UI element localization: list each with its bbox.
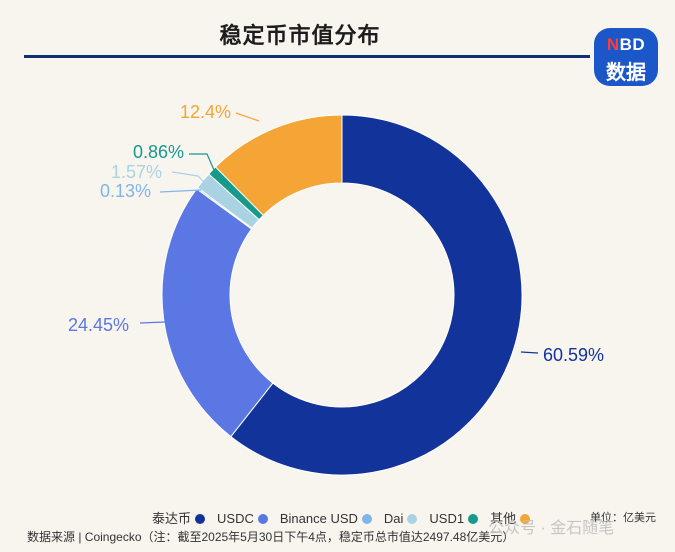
logo-bd: BD (619, 35, 646, 54)
leader-line-dai (171, 171, 206, 184)
watermark: 公众号 · 金石随笔 (488, 520, 615, 537)
legend-item-usdc: USDC (217, 511, 268, 526)
title-divider (24, 55, 590, 58)
legend-swatch (195, 514, 206, 524)
label-group: 60.59% 24.45% 0.13%1.57%0.86% 12.4% (68, 102, 604, 365)
leader-line-binance-usd (159, 189, 202, 193)
data-label-binance-usd: 0.13% (100, 181, 151, 201)
source-note: 数据来源 | Coingecko（注：截至2025年5月30日下午4点，稳定币总… (27, 530, 515, 544)
legend-label: USD1 (429, 511, 465, 526)
legend-item-usd1: USD1 (429, 511, 479, 526)
legend-item-other: 其他 (490, 508, 531, 527)
leader-line-other (235, 112, 260, 122)
legend-label: Dai (383, 511, 404, 526)
slice-tether (230, 114, 523, 476)
legend-swatch (407, 514, 418, 524)
legend-item-dai: Dai (384, 511, 418, 526)
data-label-other: 12.4% (180, 102, 231, 122)
legend-swatch (468, 514, 479, 524)
nbd-logo: NBD 数据 (594, 28, 658, 86)
legend-swatch (257, 514, 268, 524)
slice-group (161, 114, 523, 476)
data-label-tether: 60.59% (543, 345, 604, 365)
legend-swatch (520, 514, 531, 524)
leader-line-tether (520, 351, 539, 354)
slice-usdc (161, 188, 274, 438)
logo-text: 数据 (606, 62, 646, 84)
data-label-usdc: 24.45% (68, 315, 129, 335)
leader-line-usdc (139, 321, 166, 324)
unit-label: 单位：亿美元 (590, 512, 656, 524)
legend-label: USDC (217, 511, 254, 526)
slice-other (214, 114, 343, 217)
legend-label: 其他 (490, 511, 517, 526)
leader-line-usd1 (189, 153, 215, 171)
legend-item-tether: 泰达币 (152, 508, 206, 527)
legend-label: 泰达币 (152, 511, 192, 526)
chart-title: 稳定币市值分布 (219, 23, 381, 48)
data-label-usd1: 0.86% (133, 142, 184, 162)
logo-n: N (606, 35, 620, 54)
legend: 泰达币 USDC Binance USD Dai USD1 其他 (152, 508, 542, 527)
data-label-dai: 1.57% (111, 162, 162, 182)
legend-item-binance-usd: Binance USD (280, 511, 372, 526)
legend-label: Binance USD (279, 511, 358, 526)
legend-swatch (361, 514, 372, 524)
